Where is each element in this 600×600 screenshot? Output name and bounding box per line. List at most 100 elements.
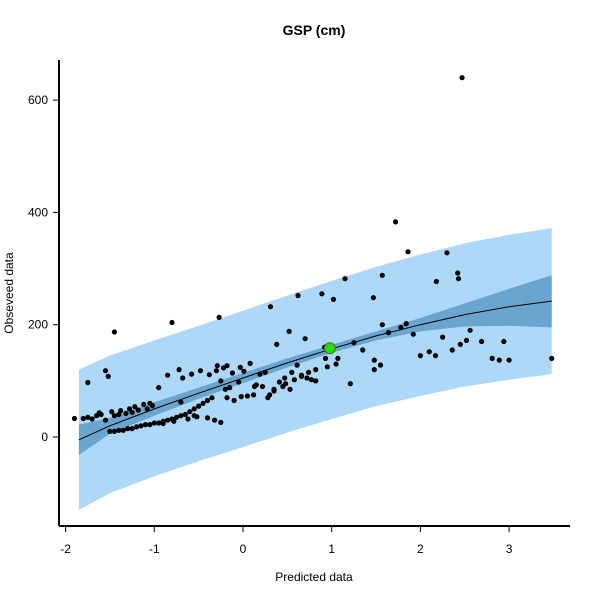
data-point: [120, 427, 126, 433]
data-point: [286, 328, 292, 334]
data-point: [197, 368, 203, 374]
data-point: [371, 357, 377, 363]
data-point: [295, 292, 301, 299]
data-point: [282, 375, 288, 381]
data-point: [479, 338, 485, 345]
data-point: [322, 355, 329, 361]
data-point: [432, 353, 439, 359]
x-axis-ticks: -2 -1 0 1 2 3: [60, 526, 513, 556]
data-point: [257, 371, 263, 377]
data-point: [265, 395, 271, 401]
data-point: [224, 395, 230, 401]
data-point: [342, 276, 348, 282]
data-point: [160, 420, 166, 427]
data-point: [189, 371, 195, 377]
data-point: [96, 410, 102, 416]
data-point: [147, 422, 153, 428]
data-point: [178, 399, 184, 405]
data-point: [231, 397, 237, 404]
data-point: [191, 406, 197, 412]
data-point: [111, 413, 117, 419]
x-tick-label: 3: [506, 542, 513, 556]
x-tick-label: 1: [328, 542, 335, 556]
data-point: [457, 341, 463, 347]
data-point: [182, 411, 188, 418]
data-point: [196, 403, 202, 409]
data-point: [379, 322, 385, 328]
data-point: [227, 385, 233, 391]
data-point: [385, 330, 392, 336]
data-point: [267, 304, 274, 310]
data-point: [444, 250, 450, 256]
data-point: [218, 419, 224, 425]
data-point: [283, 381, 289, 387]
data-point: [253, 382, 259, 388]
data-point: [393, 219, 399, 225]
data-point: [180, 375, 186, 381]
data-point: [138, 423, 144, 429]
data-point: [463, 337, 470, 343]
data-point: [459, 75, 465, 81]
data-point: [123, 410, 129, 416]
data-point: [324, 364, 330, 370]
data-point: [107, 428, 113, 434]
data-point: [262, 369, 268, 375]
data-point: [371, 367, 377, 373]
data-point: [109, 409, 115, 415]
data-point: [204, 397, 211, 404]
data-point: [313, 367, 319, 373]
chart-title: GSP (cm): [283, 22, 346, 38]
x-tick-label: 2: [417, 542, 424, 556]
x-axis-label: Predicted data: [275, 570, 353, 584]
data-point: [224, 363, 230, 369]
data-point: [238, 394, 244, 400]
data-point: [135, 407, 141, 413]
data-point: [351, 340, 357, 346]
data-point: [306, 369, 312, 375]
data-point: [501, 338, 507, 345]
x-tick-label: -2: [60, 542, 71, 556]
data-point: [360, 347, 366, 353]
x-tick-label: 0: [240, 542, 247, 556]
data-point: [496, 357, 502, 363]
x-tick-label: -1: [149, 542, 160, 556]
data-point: [335, 355, 341, 361]
data-point: [173, 414, 180, 420]
data-point: [171, 418, 177, 424]
data-point: [165, 417, 171, 423]
data-point: [294, 362, 300, 368]
data-point: [213, 368, 219, 374]
data-point: [147, 400, 153, 406]
data-point: [134, 424, 140, 430]
data-point: [102, 368, 109, 374]
data-point: [178, 413, 184, 419]
data-point: [449, 347, 455, 353]
data-point: [417, 353, 423, 359]
data-point: [274, 341, 280, 347]
data-point: [125, 426, 131, 432]
data-point: [455, 270, 461, 276]
data-point: [333, 361, 339, 367]
data-point: [319, 291, 325, 297]
data-point: [433, 278, 439, 285]
data-point: [185, 416, 191, 422]
data-point: [330, 296, 337, 302]
data-point: [549, 355, 555, 361]
data-point: [506, 357, 512, 363]
confidence-interval-band: [78, 275, 552, 455]
data-point: [129, 426, 135, 432]
data-point: [271, 386, 277, 392]
data-point: [200, 400, 206, 406]
y-tick-label: 200: [28, 318, 48, 332]
data-point: [151, 420, 157, 426]
data-point: [80, 415, 86, 422]
y-tick-label: 0: [41, 430, 48, 444]
data-point: [291, 377, 297, 383]
data-point: [489, 355, 495, 361]
data-point: [209, 395, 215, 401]
data-point: [302, 336, 308, 342]
data-point: [370, 295, 376, 301]
data-point: [144, 406, 150, 412]
data-point: [379, 272, 385, 278]
y-axis-label: Obseveed data: [2, 252, 16, 334]
